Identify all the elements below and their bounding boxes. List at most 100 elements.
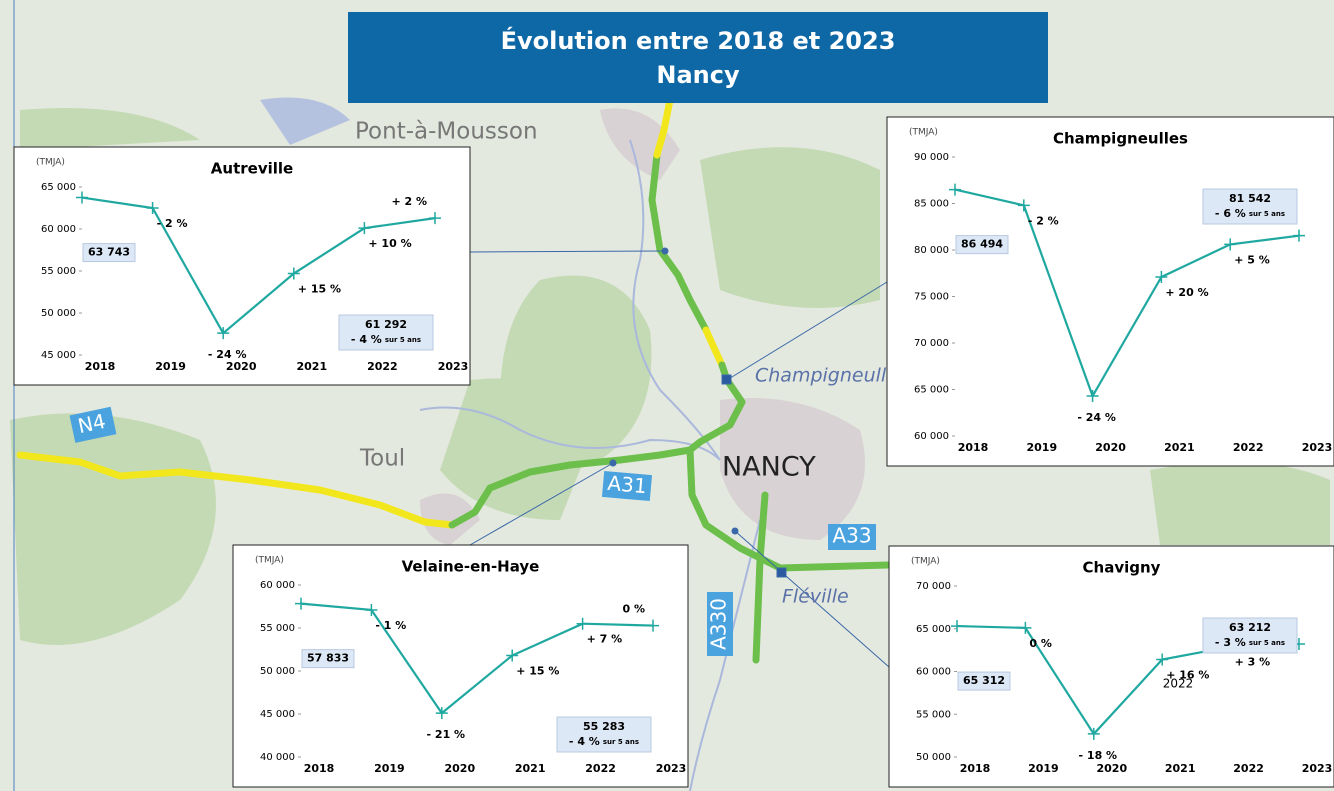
x-tick-label: 2021 bbox=[296, 360, 327, 373]
x-tick-label: 2023 bbox=[1302, 762, 1333, 775]
change-annotation: + 2 % bbox=[391, 195, 427, 208]
subtitle: Nancy bbox=[656, 61, 740, 89]
point-marker bbox=[1155, 270, 1168, 283]
summary-change: - 6 % sur 5 ans bbox=[1215, 207, 1285, 220]
point-marker bbox=[1087, 727, 1100, 740]
change-annotation: - 21 % bbox=[427, 728, 466, 741]
y-tick-label: 60 000 bbox=[41, 224, 76, 235]
y-tick-label: 50 000 bbox=[916, 752, 951, 763]
y-tick-label: 75 000 bbox=[914, 292, 949, 303]
y-tick-label: 50 000 bbox=[41, 308, 76, 319]
summary-box bbox=[1202, 617, 1298, 654]
x-tick-label: 2019 bbox=[155, 360, 186, 373]
x-tick-label: 2018 bbox=[304, 762, 335, 775]
x-tick-label: 2018 bbox=[960, 762, 991, 775]
value-label: 65 312 bbox=[963, 674, 1005, 687]
point-marker bbox=[1156, 653, 1169, 666]
point-marker bbox=[217, 327, 230, 340]
panel-background bbox=[886, 116, 1334, 467]
chart-panel: Chavigny (TMJA) 50 000 55 000 60 000 65 000 70… bbox=[888, 545, 1334, 788]
chart-panel: Champigneulles (TMJA) 60 000 65 000 70 000 75… bbox=[886, 116, 1334, 467]
y-tick-label: 55 000 bbox=[41, 266, 76, 277]
change-text: - 4 % bbox=[569, 735, 600, 748]
change-annotation: + 16 % bbox=[1166, 669, 1209, 682]
chart-panel: Autreville (TMJA) 45 000 50 000 55 000 60 000… bbox=[13, 146, 471, 386]
y-tick-label: 70 000 bbox=[916, 581, 951, 592]
road-label: N4 bbox=[76, 409, 108, 438]
value-box bbox=[955, 235, 1009, 255]
point-marker bbox=[76, 191, 88, 204]
y-tick-label: 65 000 bbox=[916, 624, 951, 635]
y-tick-label: 70 000 bbox=[914, 338, 949, 349]
x-tick-label: 2019 bbox=[1028, 762, 1059, 775]
change-text: - 6 % bbox=[1215, 207, 1246, 220]
x-tick-label: 2020 bbox=[226, 360, 257, 373]
y-tick-label: 55 000 bbox=[916, 709, 951, 720]
point-marker bbox=[506, 649, 519, 662]
x-tick-label: 2018 bbox=[85, 360, 116, 373]
change-annotation: - 18 % bbox=[1079, 749, 1118, 762]
line-series bbox=[954, 188, 1300, 399]
x-tick-label: 2019 bbox=[374, 762, 405, 775]
point-marker bbox=[647, 619, 659, 632]
summary-change: - 3 % sur 5 ans bbox=[1215, 636, 1285, 649]
y-tick-label: 50 000 bbox=[260, 666, 295, 677]
change-note: sur 5 ans bbox=[1249, 210, 1285, 218]
x-tick-label: 2023 bbox=[438, 360, 469, 373]
cursor-label: 2022 bbox=[1163, 677, 1194, 691]
y-axis-label: (TMJA) bbox=[911, 557, 940, 567]
x-tick-label: 2020 bbox=[1095, 441, 1126, 454]
summary-box bbox=[338, 314, 434, 351]
x-tick-label: 2021 bbox=[515, 762, 546, 775]
point-marker bbox=[1019, 621, 1032, 634]
change-annotation: - 1 % bbox=[375, 619, 406, 632]
change-text: - 3 % bbox=[1215, 636, 1246, 649]
chart-title: Champigneulles bbox=[1053, 130, 1188, 148]
banner bbox=[348, 12, 1048, 103]
y-axis-label: (TMJA) bbox=[36, 158, 65, 168]
point-marker bbox=[1086, 390, 1099, 403]
chart-title: Chavigny bbox=[1083, 559, 1161, 577]
place-label: Champigneulles bbox=[755, 365, 908, 387]
change-note: sur 5 ans bbox=[385, 336, 421, 344]
change-annotation: 0 % bbox=[1029, 637, 1052, 650]
point-marker bbox=[576, 617, 589, 630]
title-banner: Évolution entre 2018 et 2023 Nancy bbox=[348, 12, 1048, 103]
road-labels: N4 A31 A33 A330 bbox=[69, 406, 876, 656]
place-labels: Pont-à-Mousson Toul NANCY Champigneulles… bbox=[355, 119, 908, 608]
x-tick-label: 2021 bbox=[1164, 441, 1195, 454]
y-tick-label: 55 000 bbox=[260, 623, 295, 634]
line-series bbox=[81, 196, 436, 335]
value-box bbox=[82, 243, 136, 263]
title: Évolution entre 2018 et 2023 bbox=[501, 26, 896, 55]
value-label: 61 292 bbox=[365, 318, 407, 331]
change-annotation: + 15 % bbox=[298, 283, 341, 296]
summary-change: - 4 % sur 5 ans bbox=[569, 735, 639, 748]
point-marker bbox=[358, 222, 371, 235]
x-tick-label: 2022 bbox=[367, 360, 398, 373]
point-marker bbox=[949, 183, 961, 196]
road-label: A330 bbox=[707, 598, 731, 650]
point-marker bbox=[287, 267, 300, 280]
point-marker bbox=[429, 212, 441, 225]
place-label: Pont-à-Mousson bbox=[355, 119, 538, 145]
y-tick-label: 90 000 bbox=[914, 152, 949, 163]
change-annotation: - 24 % bbox=[1077, 411, 1116, 424]
point-marker bbox=[1293, 229, 1305, 242]
value-label: 81 542 bbox=[1229, 192, 1271, 205]
change-annotation: + 7 % bbox=[587, 633, 623, 646]
y-tick-label: 80 000 bbox=[914, 245, 949, 256]
change-annotation: + 3 % bbox=[1235, 656, 1271, 669]
change-annotation: - 2 % bbox=[1028, 214, 1059, 227]
road-label: A31 bbox=[607, 471, 648, 498]
y-tick-label: 85 000 bbox=[914, 199, 949, 210]
urban-areas bbox=[420, 108, 865, 545]
rivers bbox=[419, 139, 761, 791]
point-marker bbox=[435, 707, 448, 720]
change-text: - 4 % bbox=[351, 333, 382, 346]
value-box bbox=[957, 671, 1011, 691]
x-tick-label: 2018 bbox=[958, 441, 989, 454]
x-tick-label: 2023 bbox=[656, 762, 687, 775]
point-marker bbox=[1017, 199, 1030, 212]
